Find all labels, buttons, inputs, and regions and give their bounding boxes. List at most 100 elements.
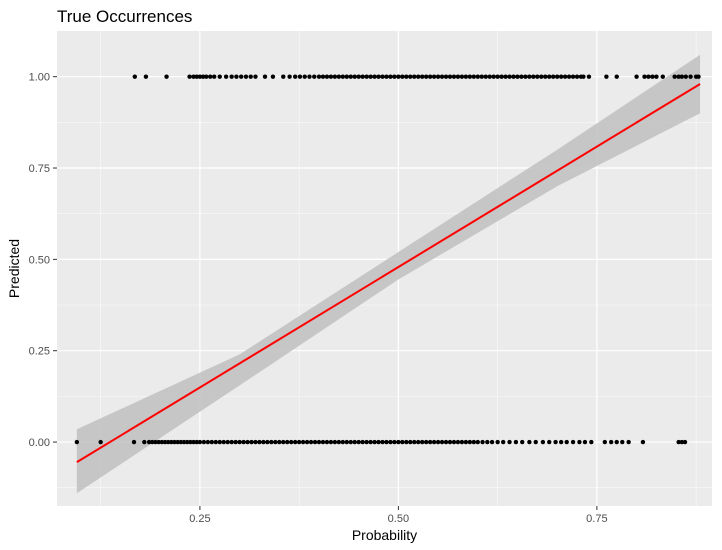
data-point-y0	[175, 439, 180, 445]
data-point-y0	[376, 439, 381, 445]
data-point-y0	[439, 439, 445, 445]
data-point-y0	[277, 439, 282, 445]
data-point-y0	[153, 439, 158, 445]
data-point-y0	[131, 439, 137, 445]
data-point-y1	[562, 74, 568, 79]
data-point-y1	[551, 74, 556, 79]
data-point-y0	[475, 439, 480, 445]
data-point-y0	[423, 439, 429, 445]
y-axis-ticks: 0.00 0.25 0.50 0.75 1.00	[29, 72, 57, 449]
data-point-y0	[217, 439, 222, 445]
data-point-y1	[676, 74, 681, 79]
fit-line	[76, 83, 701, 464]
data-point-y0	[191, 439, 196, 445]
data-point-y1	[672, 74, 677, 79]
data-point-y1	[376, 74, 381, 79]
data-point-y1	[479, 74, 484, 79]
y-tick-label: 0.50	[29, 254, 50, 266]
data-point-y1	[408, 74, 413, 79]
data-point-y0	[308, 439, 314, 445]
data-point-y0	[324, 439, 330, 445]
data-point-y0	[570, 439, 576, 445]
y-tick-label: 0.00	[29, 437, 50, 449]
data-point-y1	[340, 74, 346, 79]
data-point-y1	[388, 74, 393, 79]
data-point-y1	[495, 74, 500, 79]
data-point-y0	[533, 439, 538, 445]
data-point-y0	[265, 439, 270, 445]
data-point-y1	[368, 74, 373, 79]
data-point-y0	[520, 439, 525, 445]
data-point-y1	[132, 74, 138, 79]
y-tick-label: 0.75	[29, 163, 50, 175]
data-point-y1	[543, 74, 548, 79]
data-point-y0	[336, 439, 342, 445]
data-point-y1	[463, 74, 469, 79]
data-point-y0	[392, 439, 397, 445]
data-point-y0	[178, 439, 184, 445]
data-point-y0	[312, 439, 318, 445]
data-point-y0	[328, 439, 334, 445]
data-point-y1	[143, 74, 149, 79]
data-point-y0	[420, 439, 425, 445]
data-point-y0	[261, 439, 266, 445]
data-point-y0	[682, 439, 688, 445]
data-point-y1	[483, 74, 488, 79]
data-point-y0	[201, 439, 207, 445]
data-point-y1	[332, 74, 338, 79]
data-point-y0	[289, 439, 294, 445]
data-point-y1	[423, 74, 429, 79]
data-point-y0	[162, 439, 168, 445]
data-point-y0	[316, 439, 322, 445]
data-point-y0	[380, 439, 385, 445]
data-point-y1	[316, 74, 322, 79]
data-point-y1	[634, 74, 639, 79]
data-point-y1	[287, 74, 292, 79]
data-point-y0	[384, 439, 389, 445]
data-point-y0	[620, 439, 625, 445]
data-point-y0	[679, 439, 685, 445]
data-point-y0	[159, 439, 164, 445]
data-point-y1	[223, 74, 229, 79]
data-point-y0	[614, 439, 619, 445]
data-point-y1	[412, 74, 417, 79]
data-point-y0	[156, 439, 161, 445]
data-point-y1	[439, 74, 445, 79]
data-point-y1	[356, 74, 361, 79]
data-point-y1	[554, 74, 560, 79]
data-point-y1	[187, 74, 192, 79]
data-point-y1	[604, 74, 609, 79]
data-point-y0	[197, 439, 203, 445]
data-point-y1	[570, 74, 576, 79]
data-point-y1	[539, 74, 544, 79]
data-point-y0	[459, 439, 465, 445]
data-point-y0	[589, 439, 594, 445]
data-point-y1	[229, 74, 234, 79]
data-point-y0	[553, 439, 558, 445]
data-point-y1	[212, 74, 217, 79]
data-point-y1	[586, 74, 592, 79]
data-point-y1	[164, 74, 169, 79]
data-point-y0	[356, 439, 361, 445]
data-point-y1	[547, 74, 552, 79]
data-point-y0	[431, 439, 437, 445]
data-point-y0	[74, 439, 80, 445]
data-point-y0	[188, 439, 193, 445]
data-point-y1	[531, 74, 536, 79]
data-point-y1	[204, 74, 209, 79]
data-point-y0	[471, 439, 477, 445]
data-point-y0	[98, 439, 103, 445]
data-point-y1	[248, 74, 253, 79]
data-point-y1	[467, 74, 473, 79]
data-point-y1	[420, 74, 425, 79]
data-point-y0	[165, 439, 171, 445]
data-point-y0	[233, 439, 238, 445]
data-point-y1	[459, 74, 465, 79]
y-tick-label: 0.25	[29, 346, 50, 358]
data-point-y0	[205, 439, 211, 445]
data-point-y1	[654, 74, 659, 79]
data-point-y1	[475, 74, 480, 79]
data-point-y0	[352, 439, 357, 445]
data-point-y1	[217, 74, 222, 79]
data-point-y0	[372, 439, 377, 445]
